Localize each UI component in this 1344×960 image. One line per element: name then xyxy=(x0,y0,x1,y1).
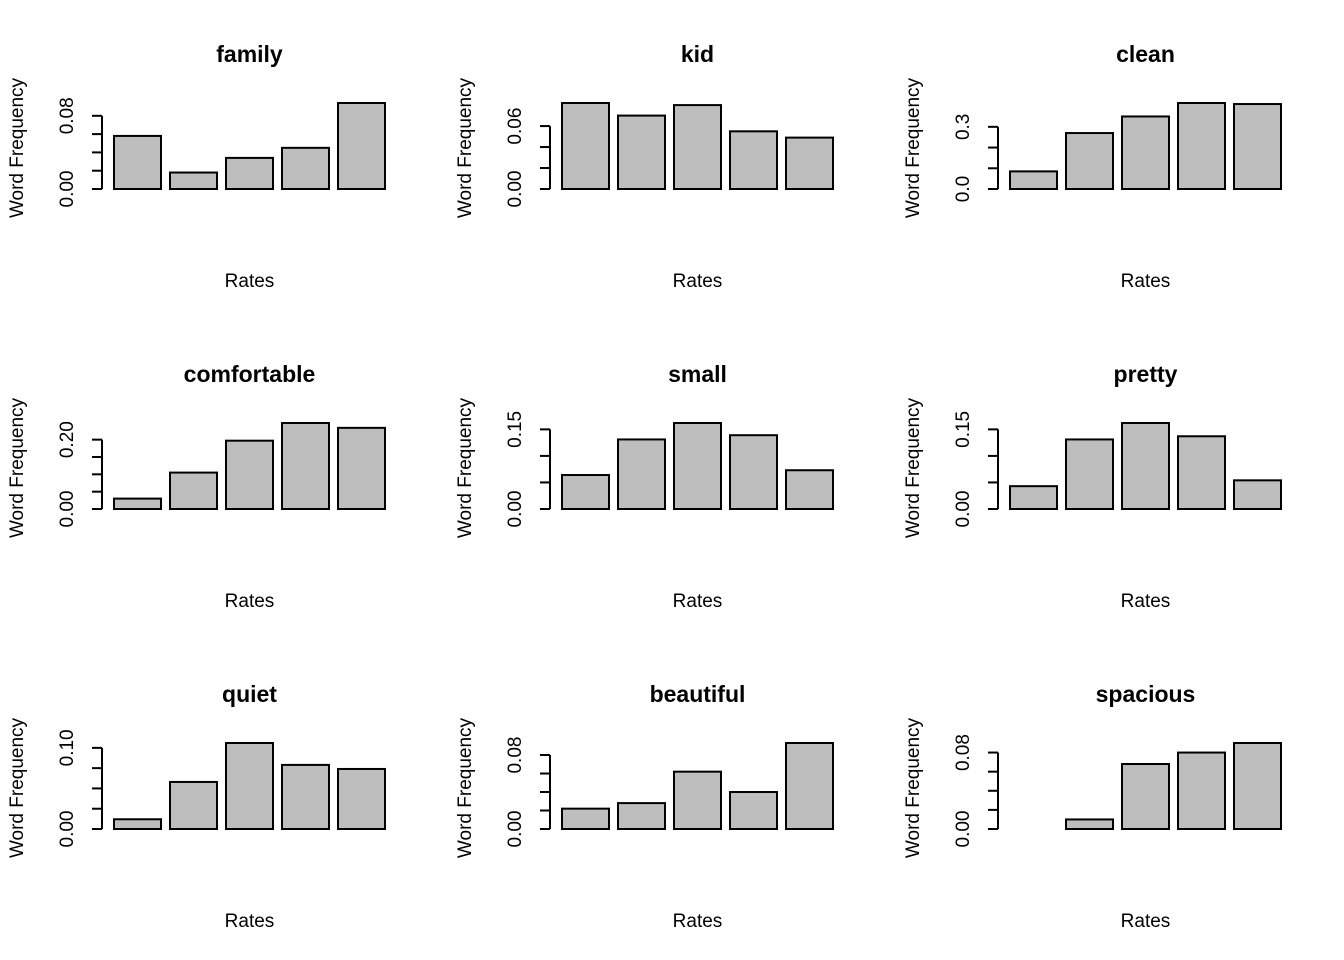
x-axis-label-family: Rates xyxy=(225,271,275,292)
bar-beautiful-2 xyxy=(617,802,666,831)
bar-family-5 xyxy=(337,102,386,190)
panel-title-quiet: quiet xyxy=(222,681,277,707)
x-axis-label-beautiful: Rates xyxy=(673,911,723,932)
bar-spacious-2 xyxy=(1065,818,1114,831)
panel-title-pretty: pretty xyxy=(1114,361,1178,387)
bar-small-4 xyxy=(729,434,778,510)
y-tick-label-beautiful-4: 0.08 xyxy=(505,737,526,774)
bar-quiet-5 xyxy=(337,767,386,831)
x-axis-label-quiet: Rates xyxy=(225,911,275,932)
bar-clean-1 xyxy=(1009,170,1058,191)
bar-kid-4 xyxy=(729,130,778,191)
y-axis-label-pretty: Word Frequency xyxy=(903,397,924,538)
panel-title-clean: clean xyxy=(1116,41,1175,67)
bar-comfortable-2 xyxy=(169,471,218,511)
y-tick-label-kid-3: 0.06 xyxy=(505,108,526,145)
bar-quiet-3 xyxy=(225,742,274,830)
bar-pretty-1 xyxy=(1009,485,1058,511)
y-axis-label-family: Word Frequency xyxy=(7,77,28,218)
y-tick-label-clean-0: 0.0 xyxy=(953,176,974,202)
x-axis-label-pretty: Rates xyxy=(1121,591,1171,612)
bar-pretty-3 xyxy=(1121,422,1170,510)
y-tick-label-comfortable-0: 0.00 xyxy=(57,491,78,528)
y-tick-label-family-0: 0.00 xyxy=(57,171,78,208)
y-axis-label-comfortable: Word Frequency xyxy=(7,397,28,538)
y-tick-label-spacious-4: 0.08 xyxy=(953,734,974,771)
bar-beautiful-1 xyxy=(561,807,610,830)
x-axis-label-small: Rates xyxy=(673,591,723,612)
bar-small-3 xyxy=(673,422,722,510)
x-axis-label-kid: Rates xyxy=(673,271,723,292)
panel-title-kid: kid xyxy=(681,41,714,67)
bar-small-5 xyxy=(785,469,834,511)
bar-spacious-3 xyxy=(1121,763,1170,830)
bar-spacious-4 xyxy=(1177,751,1226,830)
y-axis-label-spacious: Word Frequency xyxy=(903,717,924,858)
panel-title-comfortable: comfortable xyxy=(184,361,316,387)
bar-comfortable-5 xyxy=(337,426,386,510)
bar-beautiful-5 xyxy=(785,742,834,830)
y-tick-label-clean-3: 0.3 xyxy=(953,114,974,140)
bar-clean-4 xyxy=(1177,102,1226,190)
panel-title-spacious: spacious xyxy=(1096,681,1196,707)
bar-quiet-2 xyxy=(169,780,218,831)
y-tick-label-spacious-0: 0.00 xyxy=(953,811,974,848)
y-tick-label-quiet-0: 0.00 xyxy=(57,811,78,848)
y-axis-label-small: Word Frequency xyxy=(455,397,476,538)
bar-quiet-4 xyxy=(281,763,330,830)
bar-small-1 xyxy=(561,474,610,510)
bar-small-2 xyxy=(617,438,666,510)
bar-family-3 xyxy=(225,156,274,190)
bar-family-4 xyxy=(281,146,330,190)
bar-beautiful-3 xyxy=(673,770,722,831)
bar-kid-2 xyxy=(617,114,666,190)
y-tick-label-pretty-3: 0.15 xyxy=(953,411,974,448)
panel-title-family: family xyxy=(216,41,283,67)
bar-pretty-5 xyxy=(1233,479,1282,511)
bar-clean-2 xyxy=(1065,132,1114,190)
bar-pretty-4 xyxy=(1177,435,1226,510)
bar-spacious-5 xyxy=(1233,742,1282,830)
y-axis-label-quiet: Word Frequency xyxy=(7,717,28,858)
y-tick-label-beautiful-0: 0.00 xyxy=(505,811,526,848)
bar-kid-3 xyxy=(673,104,722,190)
x-axis-label-spacious: Rates xyxy=(1121,911,1171,932)
panel-title-beautiful: beautiful xyxy=(650,681,746,707)
bar-comfortable-1 xyxy=(113,497,162,510)
bar-clean-5 xyxy=(1233,103,1282,190)
bar-comfortable-3 xyxy=(225,439,274,510)
y-axis-label-clean: Word Frequency xyxy=(903,77,924,218)
panel-title-small: small xyxy=(668,361,727,387)
y-tick-label-family-4: 0.08 xyxy=(57,97,78,134)
y-axis-label-beautiful: Word Frequency xyxy=(455,717,476,858)
y-tick-label-comfortable-4: 0.20 xyxy=(57,421,78,458)
bar-family-2 xyxy=(169,171,218,191)
y-tick-label-small-0: 0.00 xyxy=(505,491,526,528)
y-tick-label-pretty-0: 0.00 xyxy=(953,491,974,528)
bar-quiet-1 xyxy=(113,818,162,831)
bar-family-1 xyxy=(113,134,162,191)
y-axis-label-kid: Word Frequency xyxy=(455,77,476,218)
y-tick-label-kid-0: 0.00 xyxy=(505,171,526,208)
bar-clean-3 xyxy=(1121,115,1170,190)
bar-kid-1 xyxy=(561,102,610,190)
bar-pretty-2 xyxy=(1065,438,1114,510)
x-axis-label-comfortable: Rates xyxy=(225,591,275,612)
y-tick-label-small-3: 0.15 xyxy=(505,411,526,448)
bar-comfortable-4 xyxy=(281,422,330,510)
x-axis-label-clean: Rates xyxy=(1121,271,1171,292)
bar-kid-5 xyxy=(785,136,834,190)
y-tick-label-quiet-4: 0.10 xyxy=(57,729,78,766)
bar-beautiful-4 xyxy=(729,791,778,830)
